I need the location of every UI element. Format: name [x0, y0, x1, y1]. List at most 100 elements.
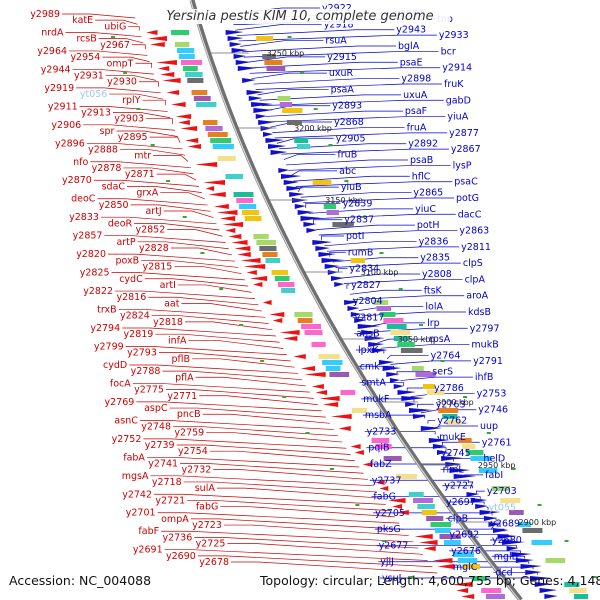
leader-line — [341, 273, 420, 279]
gene-arrow-left — [166, 90, 180, 95]
gene-arrow-right — [453, 474, 477, 479]
gene-label: helD — [483, 454, 505, 465]
gene-label: y2930 — [107, 77, 137, 88]
leader-line — [242, 45, 396, 53]
feature-block — [421, 510, 437, 515]
gene-arrow-left — [338, 426, 351, 431]
leader-line — [141, 259, 239, 268]
gene-arrow-right — [354, 318, 367, 323]
gene-arrow-right — [306, 228, 318, 233]
feature-block — [376, 306, 391, 311]
gene-label: y2791 — [473, 356, 503, 367]
gene-label: mglB — [494, 551, 518, 562]
feature-block — [282, 108, 303, 113]
feature-block — [191, 90, 208, 95]
gene-label: y2852 — [135, 225, 165, 236]
gene-label: y2863 — [459, 226, 489, 237]
gene-arrow-left — [160, 72, 175, 77]
feature-block — [466, 450, 484, 455]
gene-arrow-right — [389, 378, 401, 383]
feature-block — [564, 582, 580, 587]
gene-arrow-right — [470, 498, 488, 503]
leader-line — [427, 420, 436, 424]
gene-arrow-right — [258, 120, 276, 125]
gene-label: y2931 — [74, 71, 104, 82]
feature-block — [294, 312, 313, 317]
leader-line — [190, 518, 405, 530]
gene-arrow-right — [248, 96, 263, 101]
leader-line — [253, 78, 400, 85]
gene-label: y2828 — [139, 243, 169, 254]
gene-arrow-right — [432, 444, 447, 449]
feature-block — [462, 444, 476, 449]
leader-line — [491, 555, 526, 559]
gene-arrow-left — [362, 462, 373, 467]
feature-block — [262, 54, 276, 59]
feature-block — [274, 276, 290, 281]
gene-arrow-right — [506, 546, 519, 551]
gene-label: poxB — [115, 255, 139, 266]
feature-block — [446, 420, 462, 425]
gene-arrow-right — [300, 216, 323, 221]
leader-line — [268, 116, 446, 123]
leader-line — [249, 67, 441, 74]
gene-label: ubiG — [104, 21, 126, 32]
gene-label: y2839 — [343, 198, 373, 209]
marker-dash — [409, 576, 414, 578]
leader-line — [199, 395, 318, 405]
gene-arrow-right — [475, 504, 489, 509]
gene-label: y2752 — [112, 434, 142, 445]
marker-dash — [564, 540, 569, 542]
gene-arrow-right — [344, 300, 359, 305]
feature-block — [323, 204, 336, 209]
gene-arrow-left — [262, 300, 272, 305]
gene-arrow-right — [405, 402, 417, 407]
marker-dash — [486, 432, 491, 434]
gene-arrow-left — [177, 120, 190, 125]
feature-block — [457, 558, 478, 563]
marker-dash — [381, 540, 386, 542]
leader-line — [261, 99, 444, 106]
leader-line — [143, 438, 347, 449]
feature-block — [296, 144, 311, 149]
gene-arrow-left — [418, 540, 438, 545]
gene-arrow-left — [323, 402, 339, 407]
gene-arrow-right — [246, 90, 265, 95]
gene-label: y2903 — [114, 114, 144, 125]
gene-label: y2906 — [51, 120, 81, 131]
feature-block — [458, 438, 472, 443]
gene-label: mukB — [471, 340, 498, 351]
gene-arrow-left — [456, 588, 469, 593]
leader-line — [177, 284, 252, 293]
marker-dash — [313, 108, 318, 110]
gene-arrow-right — [324, 264, 340, 269]
gene-label: pflB — [172, 354, 191, 365]
leader-line — [135, 62, 153, 68]
marker-dash — [287, 36, 292, 38]
gene-label: y2753 — [477, 388, 507, 399]
feature-block — [386, 324, 407, 329]
leader-line — [321, 235, 344, 241]
gene-label: y2762 — [437, 416, 467, 427]
leader-line — [180, 463, 364, 474]
gene-arrow-right — [237, 66, 257, 71]
feature-block — [390, 330, 411, 335]
gene-label: kdsB — [468, 307, 491, 318]
gene-label: y2964 — [37, 46, 67, 57]
leader-line — [286, 159, 408, 166]
gene-label: clpA — [465, 274, 486, 285]
leader-line — [62, 13, 136, 19]
feature-block — [478, 468, 498, 473]
gene-label: y2944 — [41, 64, 71, 75]
leader-line — [98, 38, 144, 44]
gene-label: y2911 — [48, 101, 78, 112]
gene-label: ihfB — [475, 372, 494, 383]
gene-label: y2741 — [148, 458, 178, 469]
feature-block — [294, 138, 309, 143]
leader-line — [72, 69, 154, 75]
scale-tick-label: 3150 kbp — [325, 196, 363, 205]
leader-line — [115, 290, 255, 299]
marker-dash — [136, 108, 141, 110]
gene-label: aspC — [144, 403, 168, 414]
